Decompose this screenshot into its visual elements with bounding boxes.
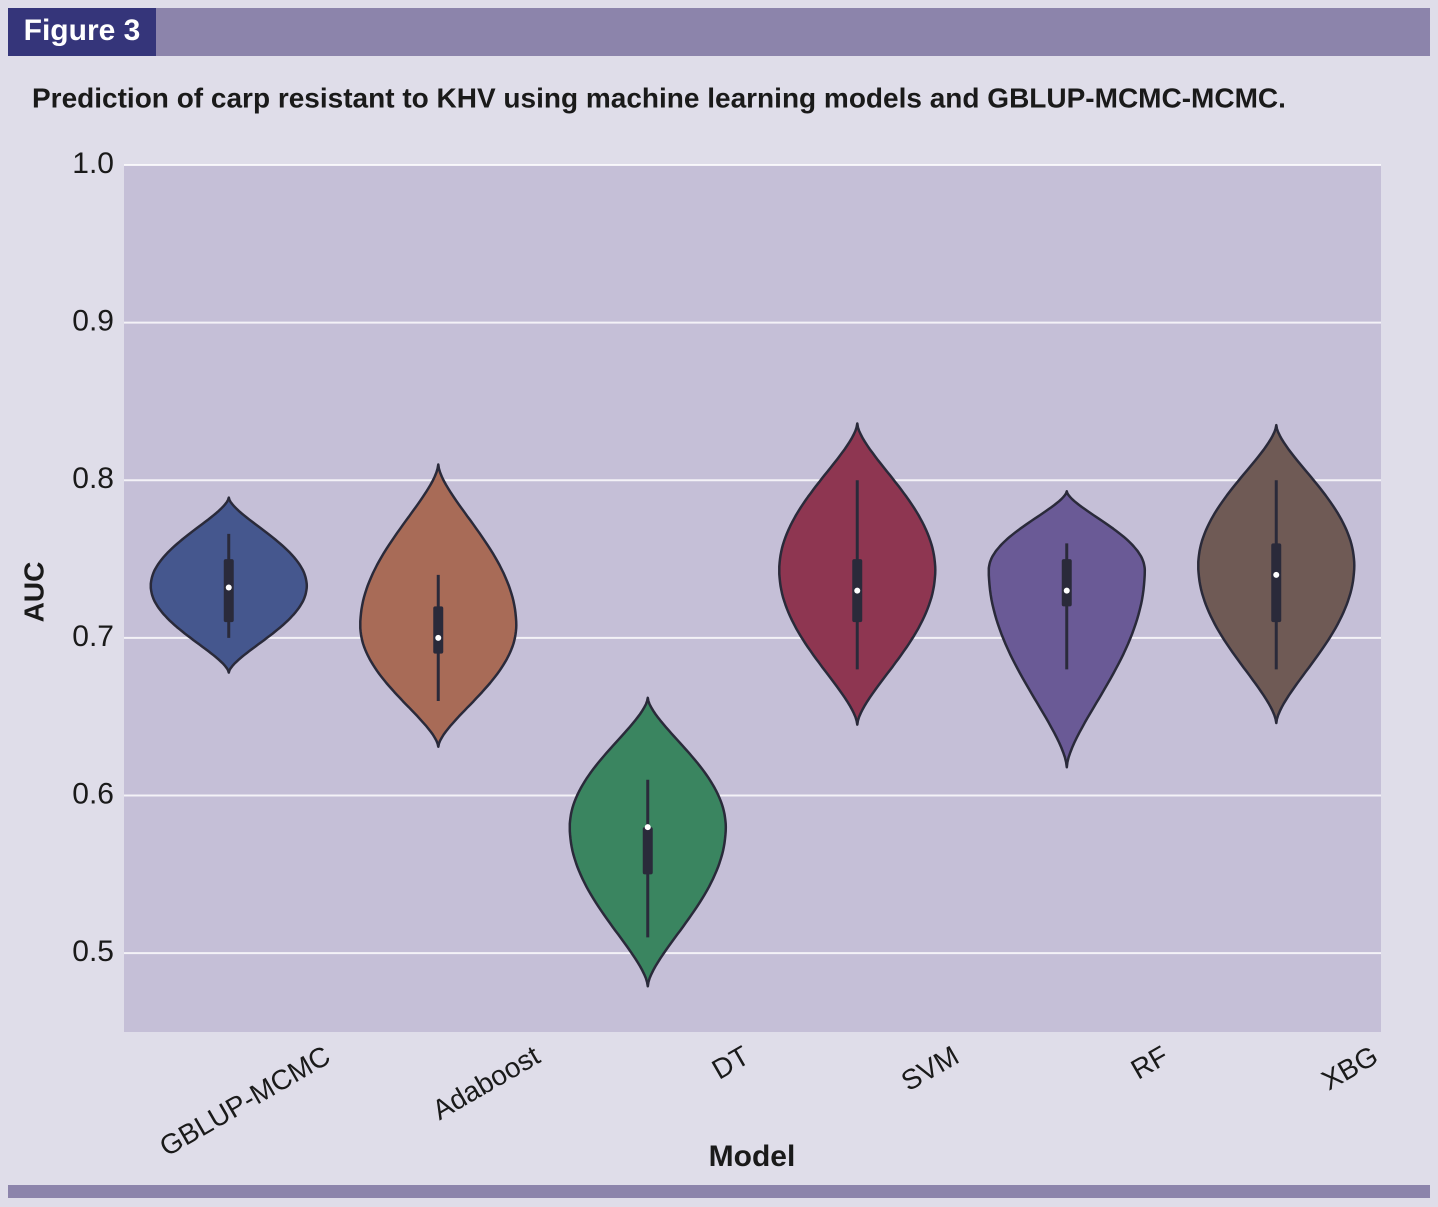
- header-band: [8, 8, 1430, 56]
- x-axis-label: Model: [709, 1140, 796, 1173]
- median: [1273, 571, 1280, 578]
- median: [1063, 587, 1070, 594]
- y-tick-label: 1.0: [72, 147, 114, 180]
- plot-area: [124, 165, 1381, 1032]
- y-tick-label: 0.8: [72, 462, 114, 495]
- y-axis-label: AUC: [18, 562, 49, 623]
- y-tick-label: 0.9: [72, 305, 114, 338]
- iqr-box: [1061, 559, 1072, 607]
- iqr-box: [433, 606, 444, 654]
- figure-label: Figure 3: [24, 14, 141, 47]
- chart-title: Prediction of carp resistant to KHV usin…: [32, 82, 1286, 113]
- median: [225, 584, 232, 591]
- y-tick-label: 0.7: [72, 620, 114, 653]
- y-tick-label: 0.6: [72, 777, 114, 810]
- iqr-box: [642, 827, 653, 875]
- median: [644, 824, 651, 831]
- median: [435, 634, 442, 641]
- iqr-box: [223, 559, 234, 623]
- iqr-box: [1271, 543, 1282, 623]
- footer-band: [8, 1185, 1430, 1198]
- figure-label-box: [8, 8, 156, 56]
- y-tick-label: 0.5: [72, 935, 114, 968]
- median: [854, 587, 861, 594]
